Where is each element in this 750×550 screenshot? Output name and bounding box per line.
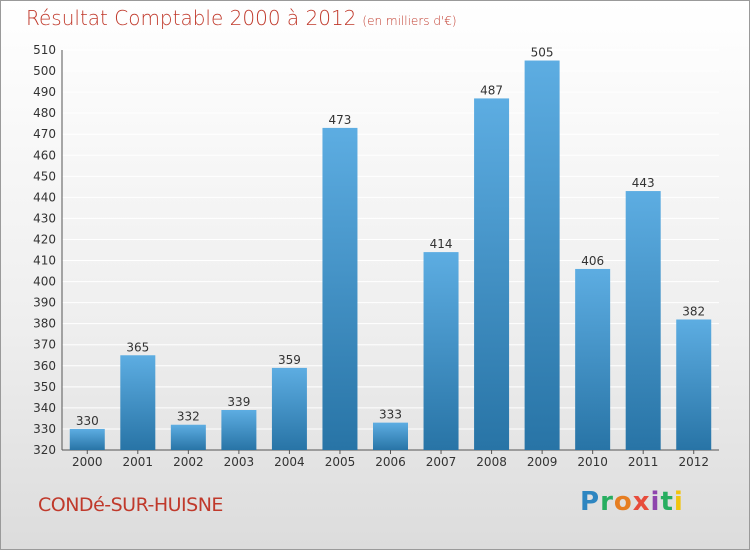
y-tick-label: 490 — [33, 85, 56, 99]
data-label: 443 — [632, 176, 655, 190]
y-tick-label: 330 — [33, 422, 56, 436]
chart-title-text: Résultat Comptable 2000 à 2012 — [26, 6, 357, 30]
y-tick-label: 380 — [33, 317, 56, 331]
proxiti-logo[interactable]: Proxiti — [580, 487, 684, 517]
y-tick-label: 450 — [33, 169, 56, 183]
data-label: 330 — [76, 414, 99, 428]
bar — [271, 367, 307, 450]
y-tick-label: 320 — [33, 443, 56, 457]
x-tick-label: 2005 — [325, 455, 356, 469]
x-tick-label: 2001 — [123, 455, 154, 469]
commune-name: CONDé-SUR-HUISNE — [38, 494, 223, 516]
logo-letter: P — [580, 487, 601, 517]
y-tick-label: 480 — [33, 106, 56, 120]
bar — [170, 424, 206, 450]
bar — [625, 191, 661, 451]
y-tick-label: 420 — [33, 232, 56, 246]
data-label: 365 — [126, 340, 149, 354]
y-tick-label: 460 — [33, 148, 56, 162]
data-label: 487 — [480, 83, 503, 97]
x-tick-label: 2010 — [577, 455, 608, 469]
x-tick-label: 2008 — [476, 455, 507, 469]
bar — [524, 60, 560, 451]
bar — [221, 410, 257, 450]
bar — [120, 355, 156, 450]
data-label: 332 — [177, 410, 200, 424]
y-tick-label: 440 — [33, 190, 56, 204]
y-tick-label: 500 — [33, 64, 56, 78]
y-tick-label: 430 — [33, 211, 56, 225]
chart-title: Résultat Comptable 2000 à 2012 (en millie… — [26, 6, 457, 30]
logo-letter: x — [632, 487, 651, 517]
logo-letter: i — [650, 487, 661, 517]
bar — [69, 428, 105, 450]
data-label: 382 — [682, 304, 705, 318]
data-label: 359 — [278, 353, 301, 367]
y-tick-label: 510 — [33, 43, 56, 57]
x-tick-label: 2012 — [678, 455, 709, 469]
y-tick-label: 390 — [33, 296, 56, 310]
x-tick-label: 2009 — [527, 455, 558, 469]
logo-letter: t — [660, 487, 674, 517]
x-tick-label: 2006 — [375, 455, 406, 469]
data-label: 406 — [581, 254, 604, 268]
logo-letter: i — [673, 487, 684, 517]
x-tick-label: 2004 — [274, 455, 305, 469]
y-tick-label: 360 — [33, 359, 56, 373]
y-tick-label: 470 — [33, 127, 56, 141]
data-label: 505 — [531, 46, 554, 60]
data-label: 333 — [379, 408, 402, 422]
logo-letter: o — [613, 487, 633, 517]
data-label: 473 — [329, 113, 352, 127]
bar — [373, 422, 408, 450]
chart-subtitle: (en milliers d'€) — [362, 14, 457, 28]
y-tick-label: 370 — [33, 338, 56, 352]
y-tick-label: 410 — [33, 254, 56, 268]
data-label: 339 — [227, 395, 250, 409]
x-tick-label: 2007 — [426, 455, 457, 469]
logo-letter: r — [600, 487, 614, 517]
x-tick-label: 2011 — [628, 455, 659, 469]
x-tick-label: 2002 — [173, 455, 204, 469]
bar — [423, 252, 459, 450]
bar — [322, 127, 358, 450]
y-tick-label: 400 — [33, 275, 56, 289]
x-tick-label: 2003 — [224, 455, 255, 469]
y-tick-label: 350 — [33, 380, 56, 394]
y-tick-label: 340 — [33, 401, 56, 415]
data-label: 414 — [430, 237, 453, 251]
bar — [676, 319, 712, 450]
bar — [474, 98, 510, 450]
x-tick-label: 2000 — [72, 455, 103, 469]
bar — [575, 268, 611, 450]
